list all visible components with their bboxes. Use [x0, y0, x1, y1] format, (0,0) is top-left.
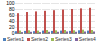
svg-text:20: 20: [9, 24, 15, 30]
html-text:Series3: Series3: [54, 36, 72, 42]
svg-text:80: 80: [9, 6, 15, 12]
svg-text:60: 60: [9, 12, 15, 18]
svg-text:100: 100: [6, 0, 15, 6]
html-text:Series4: Series4: [78, 36, 96, 42]
svg-text:40: 40: [9, 18, 15, 24]
svg-text:0: 0: [12, 30, 15, 36]
html-text:Series2: Series2: [31, 36, 48, 42]
html-text:Series1: Series1: [7, 36, 24, 42]
